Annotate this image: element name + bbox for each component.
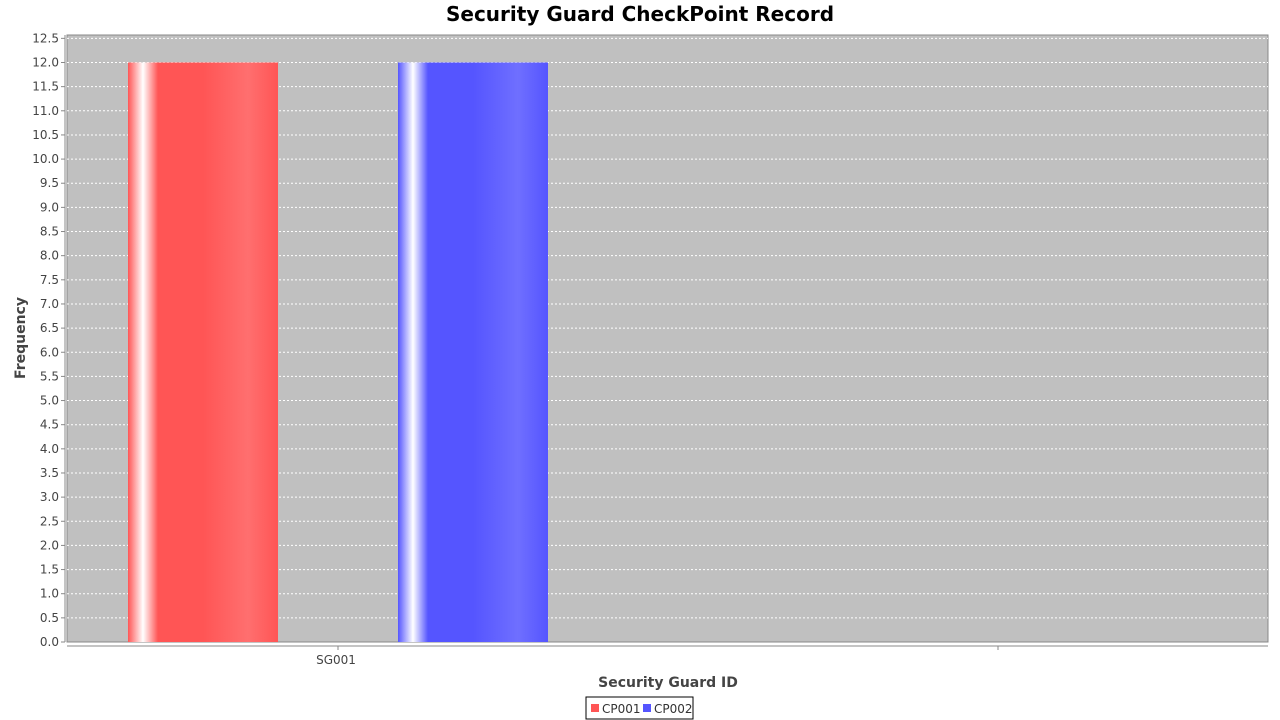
x-axis: SG001 [67, 645, 1268, 667]
legend-box [585, 696, 694, 720]
y-tick-label: 2.0 [40, 538, 59, 552]
y-tick-label: 0.0 [40, 635, 59, 649]
bar-cp002-sg001 [398, 62, 548, 642]
y-axis-label: Frequency [13, 297, 29, 379]
y-tick-label: 6.5 [40, 321, 59, 335]
y-tick-label: 9.0 [40, 200, 59, 214]
y-tick-label: 8.5 [40, 225, 59, 239]
y-tick-label: 12.0 [32, 56, 59, 70]
y-tick-label: 10.0 [32, 152, 59, 166]
y-tick-label: 1.0 [40, 587, 59, 601]
legend-swatch-cp001 [591, 704, 599, 712]
y-tick-label: 2.5 [40, 514, 59, 528]
y-tick-label: 3.5 [40, 466, 59, 480]
y-axis: 0.0 0.5 1.0 1.5 2.0 2.5 3.0 3.5 4.0 4.5 5.0 5.5 6.0 6… [32, 31, 66, 649]
y-tick-label: 12.5 [32, 31, 59, 45]
y-tick-label: 7.5 [40, 273, 59, 287]
x-tick-label: SG001 [316, 653, 356, 667]
legend-label-cp002: CP002 [654, 702, 693, 716]
legend-swatch-cp002 [643, 704, 651, 712]
chart-title: Security Guard CheckPoint Record [446, 2, 834, 26]
y-tick-label: 9.5 [40, 176, 59, 190]
y-tick-label: 8.0 [40, 249, 59, 263]
bars [128, 62, 548, 642]
legend-label-cp001: CP001 [602, 702, 641, 716]
y-tick-label: 11.0 [32, 104, 59, 118]
y-tick-label: 7.0 [40, 297, 59, 311]
y-tick-label: 4.5 [40, 418, 59, 432]
y-tick-label: 0.5 [40, 611, 59, 625]
legend: CP001 CP002 [585, 696, 694, 720]
y-tick-label: 5.5 [40, 369, 59, 383]
y-tick-label: 6.0 [40, 345, 59, 359]
y-tick-label: 1.5 [40, 563, 59, 577]
bar-cp001-sg001 [128, 62, 278, 642]
y-tick-label: 10.5 [32, 128, 59, 142]
y-tick-label: 4.0 [40, 442, 59, 456]
x-axis-label: Security Guard ID [598, 675, 738, 691]
y-tick-label: 5.0 [40, 394, 59, 408]
y-tick-label: 3.0 [40, 490, 59, 504]
y-tick-label: 11.5 [32, 80, 59, 94]
